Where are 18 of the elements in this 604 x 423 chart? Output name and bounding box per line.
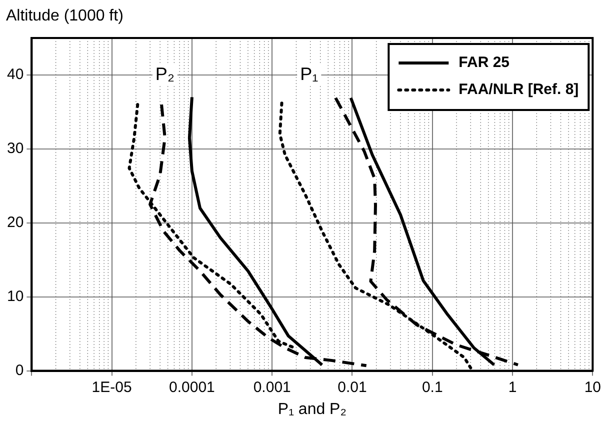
y-tick-label: 40 <box>6 66 24 84</box>
legend-label: FAA/NLR [Ref. 8] <box>458 81 579 98</box>
x-tick-label: 0.01 <box>338 378 367 396</box>
x-tick-label: 0.001 <box>253 378 291 396</box>
legend-label: FAR 25 <box>458 54 510 72</box>
x-axis-title: P₁ and P₂ <box>278 400 346 418</box>
y-tick-label: 0 <box>15 362 24 379</box>
x-tick-label: 1 <box>508 378 517 396</box>
x-tick-label: 0.0001 <box>169 378 215 396</box>
x-tick-label: 0.1 <box>422 378 443 396</box>
y-axis-title: Altitude (1000 ft) <box>6 7 124 24</box>
x-tick-label: 1E-05 <box>92 378 132 396</box>
annotation: P₁ <box>300 64 318 84</box>
annotation: P₂ <box>155 64 174 84</box>
y-tick-label: 10 <box>6 288 24 305</box>
x-tick-label: 10 <box>584 378 601 396</box>
y-tick-label: 20 <box>6 214 24 232</box>
y-tick-label: 30 <box>6 140 24 158</box>
